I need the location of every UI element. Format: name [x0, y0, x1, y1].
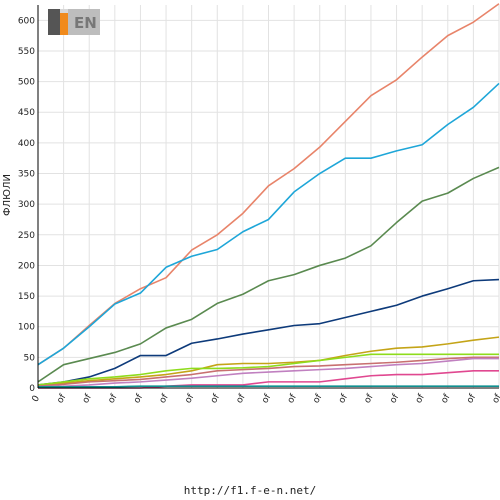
x-tick-labels: 0 of of of of of of of of of of of of of of of of of of	[31, 392, 500, 405]
y-tick-label: 600	[18, 16, 35, 26]
y-tick-label: 250	[18, 231, 35, 241]
x-tick-label: of	[414, 392, 427, 405]
svg-text:EN: EN	[74, 14, 97, 32]
series-line-6	[37, 353, 499, 386]
x-tick-label: of	[107, 392, 120, 405]
series-group	[37, 3, 500, 389]
y-tick-label: 400	[18, 139, 35, 149]
x-tick-label: of	[209, 392, 222, 405]
x-tick-label: of	[337, 392, 350, 405]
y-tick-labels: 0 50 100 150 200 250 300 350 400 450 500 550 600	[18, 16, 35, 394]
y-tick-label: 50	[24, 353, 36, 363]
x-tick-label: of	[286, 392, 299, 405]
y-tick-label: 200	[18, 261, 35, 271]
footer-url[interactable]: http://f1.f-e-n.net/	[183, 484, 317, 497]
series-line-3	[37, 166, 500, 383]
series-line-5	[37, 336, 500, 387]
y-tick-label: 350	[18, 170, 35, 180]
x-tick-label: of	[440, 392, 453, 405]
x-tick-label: of	[491, 392, 500, 405]
series-line-8	[37, 357, 499, 388]
y-tick-label: 100	[18, 323, 35, 333]
series-line-4	[37, 278, 500, 386]
x-tick-label: of	[81, 392, 94, 405]
x-tick-label: of	[388, 392, 401, 405]
series-line-10	[38, 385, 499, 388]
y-tick-label: 450	[18, 108, 35, 118]
x-tick-label: of	[183, 392, 196, 405]
series-line-2	[37, 82, 500, 366]
x-tick-label: of	[465, 392, 478, 405]
x-tick-label: 0	[31, 394, 43, 404]
y-axis-label: ФЛЮЛИ	[2, 174, 13, 216]
x-tick-label: of	[235, 392, 248, 405]
y-tick-label: 150	[18, 292, 35, 302]
x-tick-label: of	[132, 392, 145, 405]
x-tick-label: of	[260, 392, 273, 405]
y-tick-label: 550	[18, 47, 35, 57]
x-tick-label: of	[55, 392, 68, 405]
y-tick-label: 500	[18, 78, 35, 88]
axes	[37, 5, 499, 389]
site-logo: EN	[48, 9, 100, 35]
y-tick-label: 300	[18, 200, 35, 210]
x-tick-label: of	[311, 392, 324, 405]
y-tick-label: 0	[29, 384, 35, 394]
x-tick-label: of	[158, 392, 171, 405]
x-tick-label: of	[363, 392, 376, 405]
series-line-7	[37, 356, 499, 387]
